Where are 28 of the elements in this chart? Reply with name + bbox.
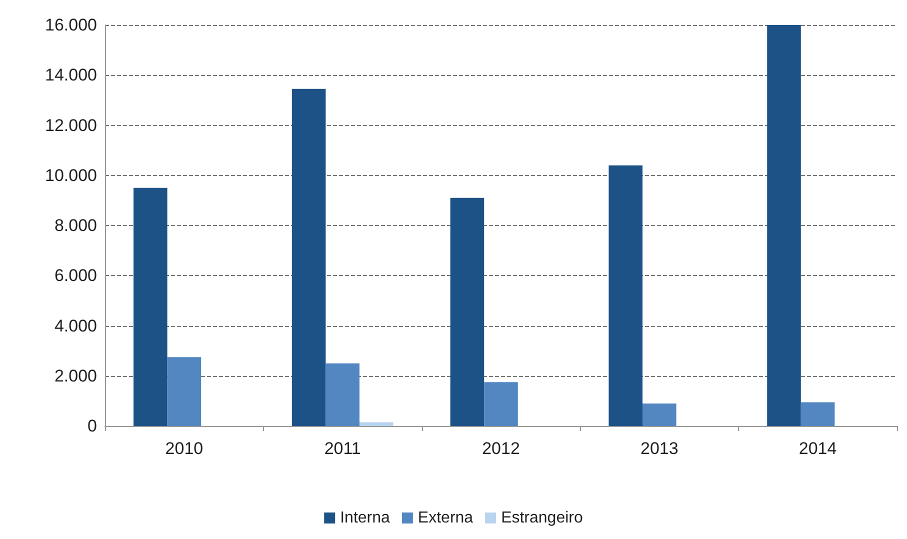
y-tick-label: 0 (88, 416, 97, 436)
bar (608, 165, 643, 426)
y-tick-label: 2.000 (54, 366, 97, 386)
y-tick-label: 8.000 (54, 216, 97, 235)
y-tick-label: 12.000 (45, 116, 97, 135)
y-tick-label: 16.000 (45, 16, 97, 34)
x-tick-label: 2012 (482, 439, 520, 458)
bar (642, 403, 676, 426)
legend-label: Interna (340, 510, 390, 526)
y-tick-label: 6.000 (54, 266, 97, 286)
bar (326, 363, 360, 426)
y-tick-label: 14.000 (45, 66, 97, 85)
bar (484, 382, 518, 426)
x-tick-label: 2011 (324, 439, 361, 458)
x-tick-label: 2014 (798, 439, 837, 458)
legend-label: Externa (418, 510, 474, 526)
bar (359, 422, 394, 426)
bar (134, 188, 168, 426)
bar (167, 357, 202, 426)
x-tick-label: 2010 (165, 439, 204, 458)
y-tick-label: 10.000 (45, 166, 97, 185)
bar (767, 25, 801, 426)
x-tick-label: 2013 (640, 439, 678, 458)
y-tick-label: 4.000 (54, 316, 97, 336)
legend-label: Estrangeiro (501, 510, 583, 526)
bar (292, 88, 326, 426)
bar (450, 198, 484, 426)
bar (800, 402, 835, 426)
